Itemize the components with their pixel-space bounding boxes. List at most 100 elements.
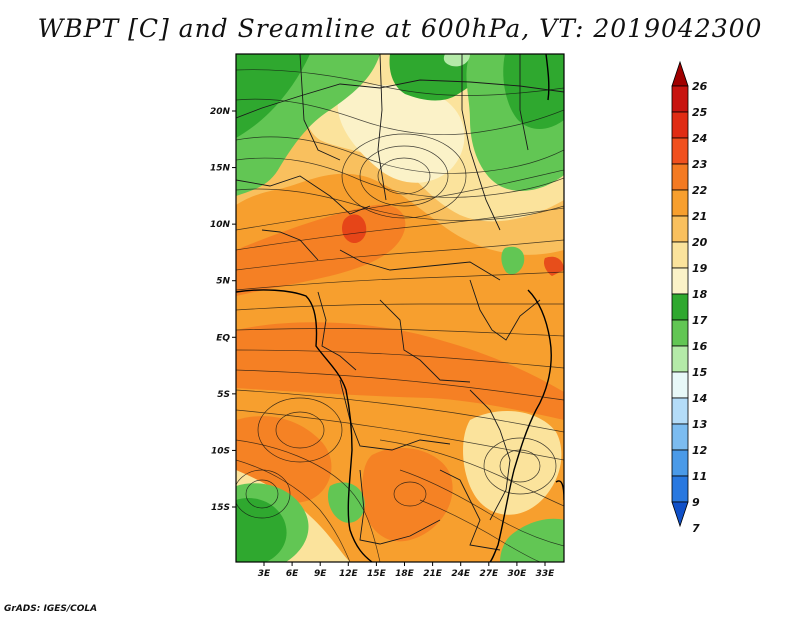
x-tick-label: 3E [258,569,271,579]
vortex-mozambique [499,449,541,483]
border-chad-west [377,54,387,201]
colorbar-top-arrow [671,60,689,87]
streamline [399,469,564,547]
y-tick-label: 10N [210,220,231,230]
streamline [236,98,564,136]
colorbar-label: 17 [692,314,708,327]
border-sahara-line [236,79,564,119]
colorbar-label: 22 [692,184,708,197]
colorbar-label: 23 [692,158,708,171]
x-tick-label: 6E [286,569,299,579]
vortex-southwest-outer [236,469,291,519]
colorbar-label: 19 [692,262,708,275]
colorbar-label: 14 [692,392,707,405]
streamline [236,136,564,174]
colorbar-swatch [671,137,689,165]
x-tick-label: 18E [395,569,415,579]
colorbar-swatch [671,163,689,191]
streamline [236,157,564,198]
colorbar-label: 13 [692,418,708,431]
colorbar-swatch [671,215,689,243]
x-tick-label: 30E [508,569,528,579]
wbpt-region-19-20-mozambique [463,410,562,515]
streamline [419,499,541,562]
colorbar-label: 16 [692,340,708,353]
x-tick-label: 9E [314,569,327,579]
x-axis: 3E 6E 9E 12E 15E 18E 21E 24E 27E 30E 33E [258,562,555,579]
vortex-zambia [393,481,427,507]
map-area [236,54,564,562]
streamline [236,439,381,562]
streamline-vortices [236,133,557,519]
plot-frame [235,53,565,563]
border-tanzania-mozambique [469,389,511,521]
colorbar-label: 11 [692,470,707,483]
border-west-sahel [299,54,341,161]
streamline [236,239,564,271]
colorbar-label: 26 [692,80,708,93]
colorbar-swatch [671,293,689,321]
x-tick-label: 33E [536,569,556,579]
colorbar-label: 12 [692,444,708,457]
x-tick-label: 15E [367,569,387,579]
colorbar-swatch [671,267,689,295]
vortex-north-outer [359,145,449,207]
wbpt-region-16-17-southeast [500,518,564,562]
colorbar-label: 20 [692,236,708,249]
coastline-west-africa [236,289,373,562]
streamline [236,409,564,461]
x-tick-label: 12E [339,569,359,579]
x-tick-label: 27E [479,569,499,579]
vortex-angola-outer [257,397,343,463]
border-drc-east [379,299,471,383]
x-tick-label: 21E [423,569,443,579]
colorbar-swatch [671,371,689,399]
colorbar-swatch [671,397,689,425]
x-tick-label: 24E [451,569,471,579]
streamline [236,69,564,96]
border-car-south [339,249,501,281]
streamline [236,271,564,291]
colorbar-label: 9 [692,496,700,509]
grads-footer: GrADS: IGES/COLA [4,604,98,614]
colorbar-label: 21 [692,210,707,223]
streamline [236,169,564,231]
border-angola-drc [339,379,451,451]
colorbar-swatch [671,423,689,451]
chart-title: WBPT [C] and Sreamline at 600hPa, VT: 20… [37,14,763,43]
wbpt-region-16-17-ethiopia [501,246,525,275]
y-tick-label: 20N [210,107,231,117]
y-tick-label: 15S [211,503,230,513]
colorbar-swatch [671,319,689,347]
streamline [379,439,564,507]
border-namibia-botswana [359,469,441,545]
wbpt-region-22-23-equator [236,322,564,420]
y-tick-label: 15N [210,164,231,174]
colorbar-swatch [671,189,689,217]
y-axis: 20N 15N 10N 5N EQ 5S 10S 15S [210,107,236,513]
wbpt-region-24-25 [342,214,367,244]
y-tick-label: 5N [216,277,230,287]
streamline [236,459,351,562]
colorbar-label: 15 [692,366,708,379]
wbpt-region-17-18-southwest [236,498,287,562]
border-uganda-kenya [469,279,541,341]
coastline-east-africa [489,289,552,562]
streamline [236,188,564,221]
colorbar-label: 25 [692,106,708,119]
colorbar-swatch [671,85,689,113]
wbpt-region-24-25-east [543,256,564,276]
colorbar-swatch [671,345,689,373]
border-egypt-sudan [519,54,529,151]
colorbar: 26 25 24 23 22 21 20 19 18 17 16 15 14 13 12 11 9 7 [671,60,708,535]
vortex-north [377,157,431,195]
colorbar-swatch [671,475,689,503]
colorbar-swatch [671,241,689,269]
colorbar-bottom-arrow [671,501,689,528]
streamlines [236,69,564,562]
vortex-angola [275,411,325,449]
colorbar-swatch [671,449,689,477]
wbpt-region-16-17-namibia [327,482,365,523]
